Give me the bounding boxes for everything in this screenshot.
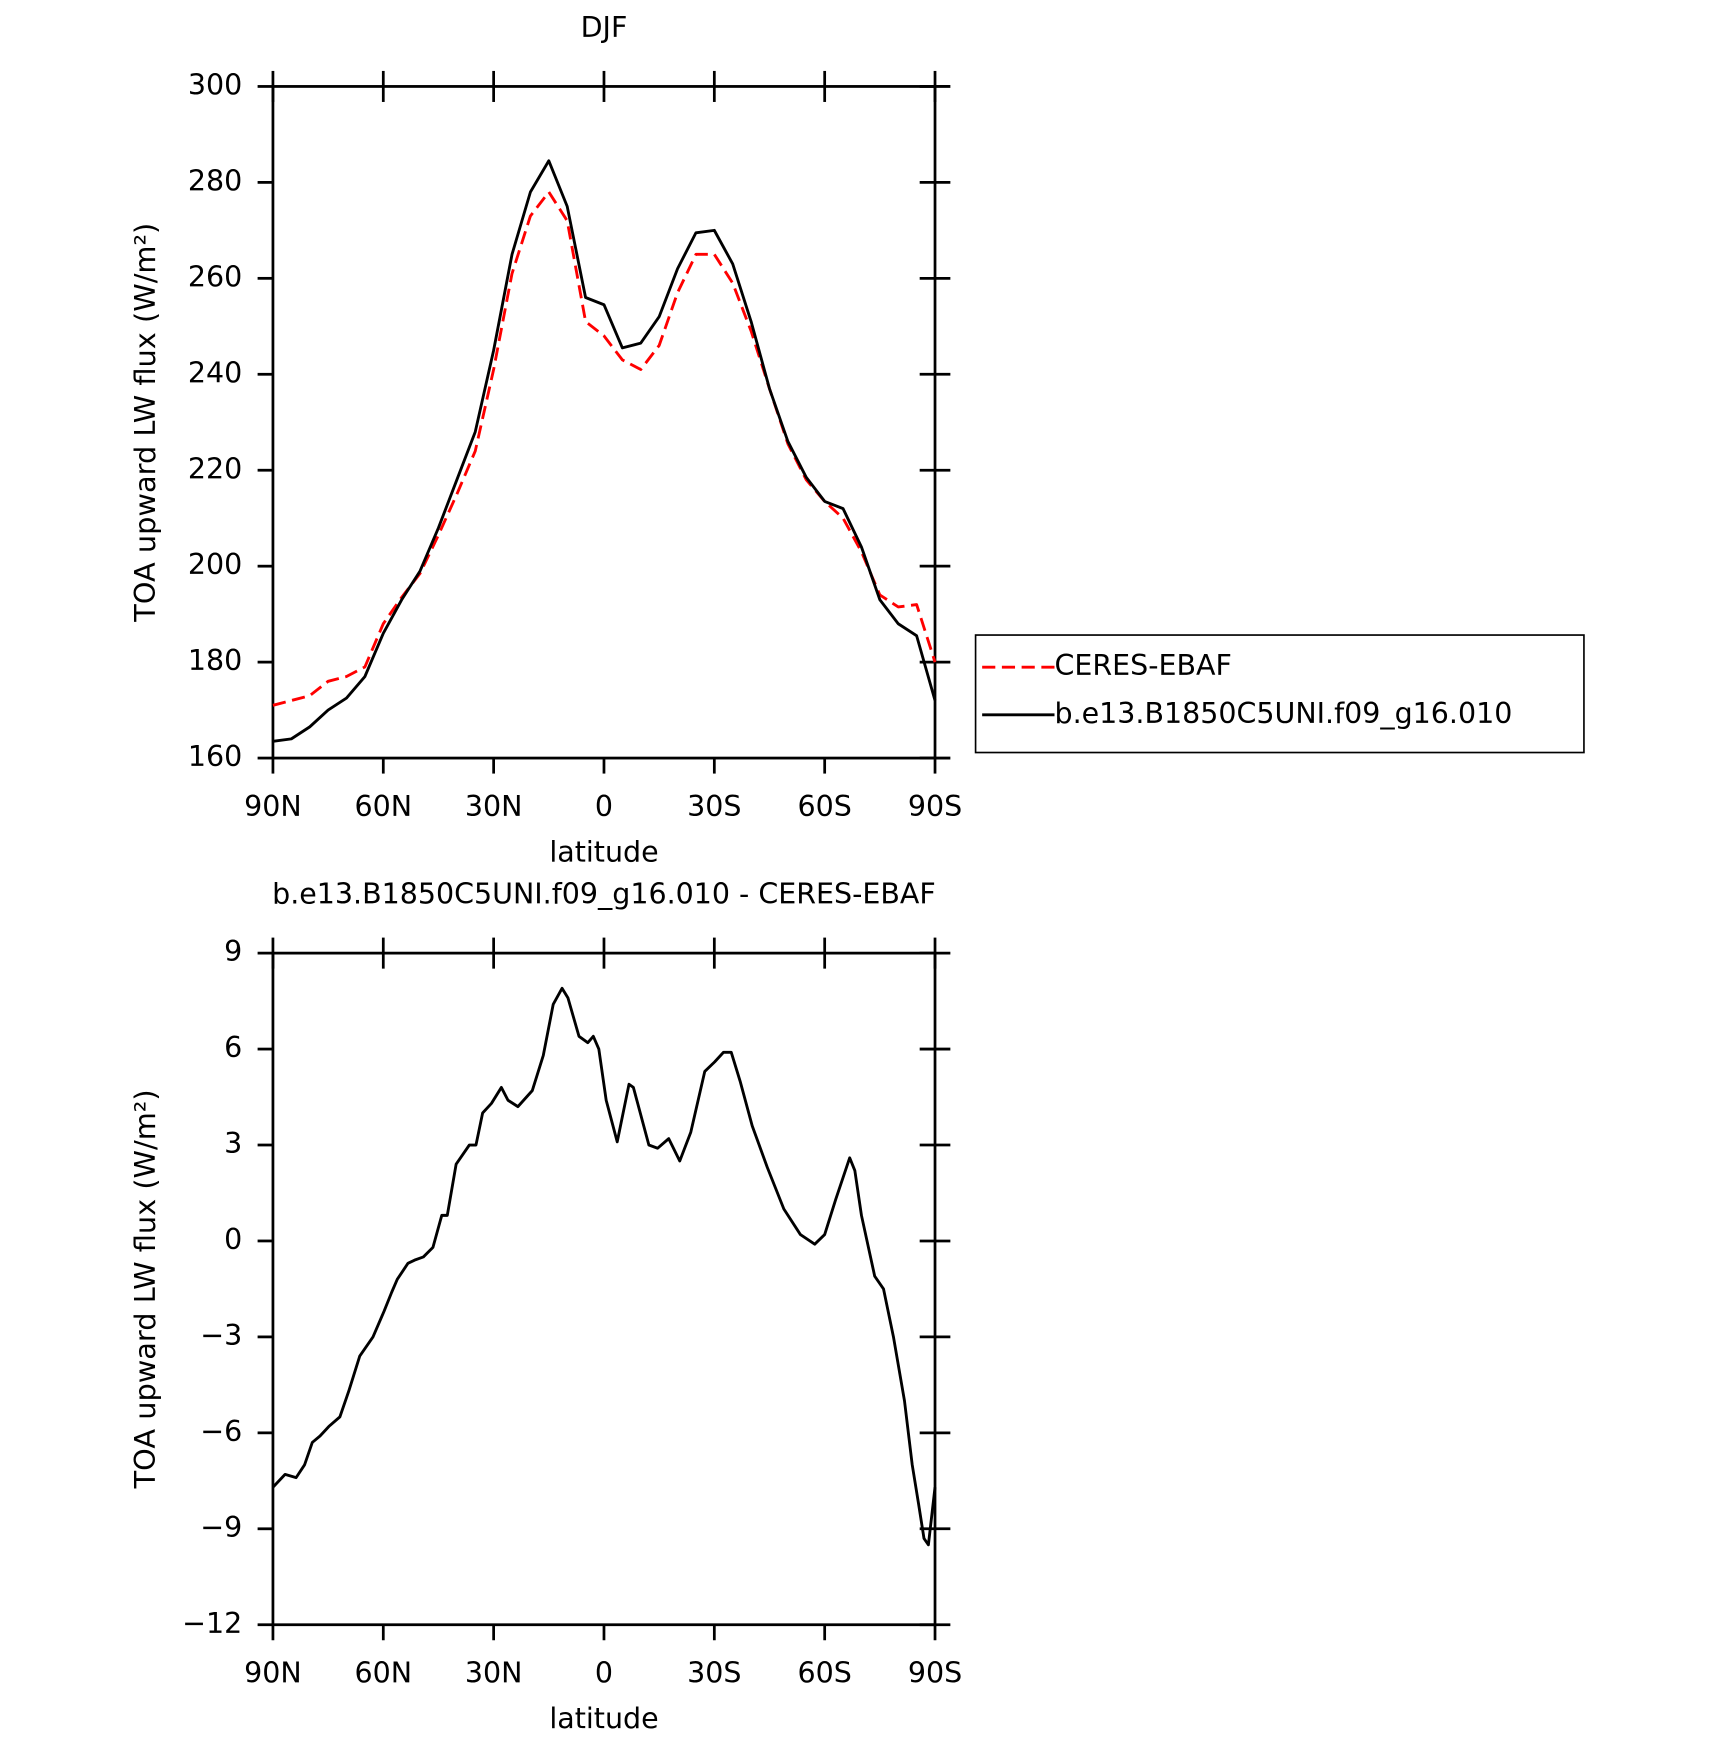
y-tick-label: 300 [188, 67, 242, 101]
y-axis-label: TOA upward LW flux (W/m²) [128, 1089, 162, 1489]
x-tick-label: 30S [687, 789, 741, 823]
y-tick-label: 3 [224, 1126, 242, 1160]
x-tick-label: 60S [798, 1656, 852, 1690]
y-tick-label: −12 [182, 1606, 242, 1640]
y-axis-label: TOA upward LW flux (W/m²) [128, 223, 162, 623]
legend-label: b.e13.B1850C5UNI.f09_g16.010 [1055, 696, 1513, 730]
legend-box [974, 634, 1585, 754]
x-axis-label: latitude [549, 834, 658, 868]
y-tick-label: −6 [200, 1414, 242, 1448]
x-tick-label: 90N [244, 1656, 302, 1690]
x-tick-label: 0 [595, 789, 613, 823]
y-tick-label: 200 [188, 547, 242, 581]
data-line [272, 159, 937, 743]
data-line [272, 190, 937, 707]
y-tick-label: 6 [224, 1030, 242, 1064]
legend-label: CERES-EBAF [1055, 648, 1232, 682]
y-tick-label: −9 [200, 1510, 242, 1544]
x-axis-label: latitude [549, 1701, 658, 1735]
y-tick-label: 180 [188, 643, 242, 677]
x-tick-label: 60N [355, 789, 413, 823]
y-tick-label: 0 [224, 1222, 242, 1256]
x-tick-label: 30N [465, 1656, 523, 1690]
x-tick-label: 30S [687, 1656, 741, 1690]
x-tick-label: 0 [595, 1656, 613, 1690]
x-tick-label: 60N [355, 1656, 413, 1690]
chart-title: b.e13.B1850C5UNI.f09_g16.010 - CERES-EBA… [272, 876, 936, 910]
y-tick-label: 9 [224, 934, 242, 968]
y-tick-label: 260 [188, 259, 242, 293]
x-tick-label: 30N [465, 789, 523, 823]
y-tick-label: 220 [188, 451, 242, 485]
y-tick-label: −3 [200, 1318, 242, 1352]
x-tick-label: 90S [908, 789, 962, 823]
y-tick-label: 240 [188, 355, 242, 389]
x-tick-label: 60S [798, 789, 852, 823]
x-tick-label: 90S [908, 1656, 962, 1690]
x-tick-label: 90N [244, 789, 302, 823]
y-tick-label: 160 [188, 739, 242, 773]
data-line [271, 986, 937, 1547]
plot-frame [271, 951, 937, 1627]
chart-title: DJF [581, 10, 628, 44]
y-tick-label: 280 [188, 163, 242, 197]
